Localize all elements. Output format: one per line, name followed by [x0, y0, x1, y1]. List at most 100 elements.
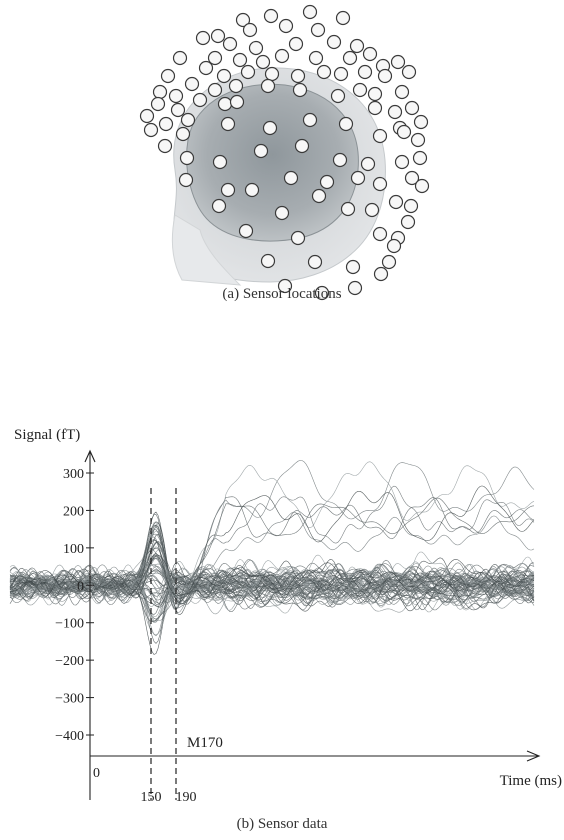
y-tick-label: 0 — [77, 579, 84, 594]
sensor-trace-line — [9, 524, 535, 599]
sensor-marker — [372, 176, 388, 192]
sensor-marker — [210, 28, 226, 44]
y-tick-label: 100 — [63, 542, 84, 557]
sensor-trace-line — [9, 526, 535, 614]
sensor-marker — [274, 48, 290, 64]
sensor-marker — [240, 64, 256, 80]
sensor-marker — [207, 50, 223, 66]
sensor-marker — [184, 76, 200, 92]
sensor-marker — [294, 138, 310, 154]
sensor-marker — [220, 116, 236, 132]
sensor-marker — [404, 100, 420, 116]
sensor-trace-line — [9, 570, 535, 608]
sensor-marker — [350, 170, 366, 186]
sensor-marker — [372, 226, 388, 242]
sensor-marker — [292, 82, 308, 98]
sensor-marker — [400, 214, 416, 230]
sensor-marker — [263, 8, 279, 24]
sensor-trace-line — [9, 461, 535, 605]
chart-axes — [84, 449, 541, 800]
sensor-marker — [195, 30, 211, 46]
sensor-marker — [253, 143, 269, 159]
caption-sensor-locations: (a) Sensor locations — [222, 286, 342, 302]
sensor-trace-line — [9, 542, 535, 611]
sensor-marker — [357, 64, 373, 80]
sensor-marker — [160, 68, 176, 84]
sensor-marker — [260, 253, 276, 269]
sensor-marker — [347, 280, 363, 296]
sensor-marker — [232, 52, 248, 68]
sensor-marker — [372, 128, 388, 144]
sensor-marker — [413, 114, 429, 130]
sensor-marker — [330, 88, 346, 104]
sensor-marker — [207, 82, 223, 98]
y-tick-label: −300 — [55, 692, 84, 707]
sensor-marker — [198, 60, 214, 76]
sensor-marker — [404, 170, 420, 186]
y-tick-label: 300 — [63, 467, 84, 482]
sensor-marker — [338, 116, 354, 132]
sensor-marker — [352, 82, 368, 98]
sensor-trace-line — [9, 460, 535, 596]
sensor-trace-line — [9, 557, 535, 602]
sensor-marker — [373, 266, 389, 282]
sensor-marker — [157, 138, 173, 154]
sensor-marker — [316, 64, 332, 80]
sensor-marker — [244, 182, 260, 198]
sensor-marker — [277, 278, 293, 294]
x-axis-arrow — [526, 750, 541, 762]
sensor-marker — [170, 102, 186, 118]
sensor-marker — [311, 188, 327, 204]
sensor-trace-line — [9, 549, 535, 611]
sensor-marker — [152, 84, 168, 100]
sensor-marker — [387, 104, 403, 120]
sensor-marker — [386, 238, 402, 254]
sensor-marker — [168, 88, 184, 104]
sensor-marker — [367, 100, 383, 116]
sensor-marker — [326, 34, 342, 50]
caption-sensor-data: (b) Sensor data — [236, 816, 328, 832]
sensor-trace-line — [9, 497, 535, 595]
sensor-trace-line — [9, 568, 535, 655]
sensor-marker — [360, 156, 376, 172]
sensor-marker — [319, 174, 335, 190]
sensor-marker — [367, 86, 383, 102]
sensor-marker — [345, 259, 361, 275]
sensor-marker — [217, 96, 233, 112]
sensor-marker — [410, 132, 426, 148]
sensor-marker — [333, 66, 349, 82]
sensor-marker — [403, 198, 419, 214]
sensor-marker — [158, 116, 174, 132]
sensor-marker — [290, 68, 306, 84]
y-tick-label: −100 — [55, 617, 84, 632]
sensor-marker — [222, 36, 238, 52]
sensor-marker — [242, 22, 258, 38]
sensor-marker — [172, 50, 188, 66]
sensor-marker — [175, 126, 191, 142]
sensor-marker — [394, 84, 410, 100]
sensor-marker — [388, 194, 404, 210]
sensor-marker — [314, 285, 330, 301]
sensor-marker — [283, 170, 299, 186]
sensor-marker — [180, 112, 196, 128]
x-tick-label-150: 150 — [141, 790, 162, 805]
sensor-marker — [394, 154, 410, 170]
sensor-marker — [340, 201, 356, 217]
sensor-trace-line — [10, 485, 535, 599]
y-axis-label: Signal (fT) — [14, 427, 80, 443]
m170-annotation: M170 — [187, 735, 223, 751]
sensor-marker — [401, 64, 417, 80]
sensor-marker — [396, 124, 412, 140]
sensor-marker — [178, 172, 194, 188]
sensor-marker — [139, 108, 155, 124]
chart-panel: Signal (fT) Time (ms) 300 200 100 0 −100 −200 −3… — [9, 427, 562, 805]
sensor-marker — [248, 40, 264, 56]
sensor-marker — [412, 150, 428, 166]
chart-ticks: Signal (fT) Time (ms) 300 200 100 0 −100 −200 −3… — [14, 427, 562, 805]
y-tick-label: 200 — [63, 504, 84, 519]
sensor-marker — [212, 154, 228, 170]
sensor-trace-line — [9, 556, 535, 606]
sensor-marker — [235, 12, 251, 28]
sensor-marker — [229, 94, 245, 110]
